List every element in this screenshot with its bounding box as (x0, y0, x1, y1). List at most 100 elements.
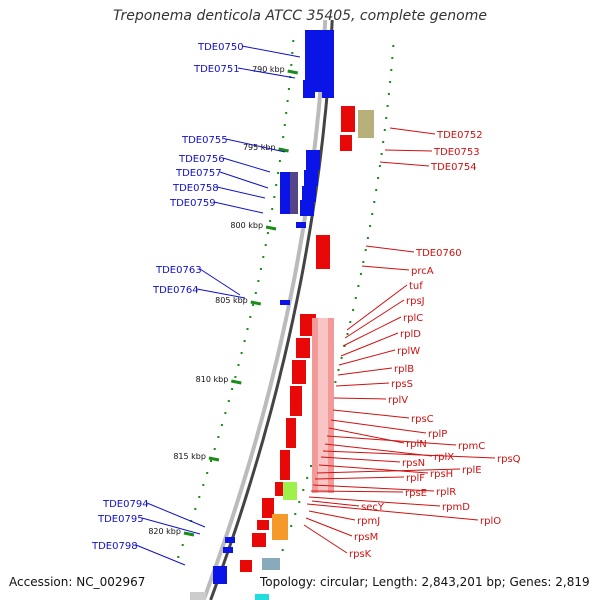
leader-line (135, 544, 186, 566)
backbone-shadow (201, 19, 328, 600)
inner-dot (217, 436, 220, 438)
leader-line (379, 161, 430, 167)
leader-line (312, 484, 435, 492)
inner-dot (283, 124, 286, 126)
blue-gene-label: TDE0756 (178, 154, 225, 165)
red-gene-label: rpsC (411, 414, 434, 425)
inner-dot (287, 88, 290, 90)
kbp-tick (278, 147, 289, 153)
leader-line (219, 171, 269, 189)
leader-line (346, 284, 408, 331)
inner-dot (282, 136, 285, 138)
label-leader-lines (135, 45, 496, 566)
inner-dot (273, 196, 276, 198)
leader-line (322, 450, 496, 459)
red-gene-label: prcA (411, 266, 434, 277)
blue-gene-label: TDE0795 (97, 514, 144, 525)
red-gene-label: rplX (434, 452, 454, 463)
kbp-label: 790 kbp (252, 65, 285, 74)
blue-gene-feature (305, 30, 321, 92)
pink-operon-inner (318, 318, 328, 493)
blue-gene-label: TDE0750 (197, 42, 244, 53)
blue-gene-feature (322, 80, 334, 98)
topology-label: Topology: circular; Length: 2,843,201 bp… (260, 575, 590, 589)
outer-dot (362, 261, 365, 263)
outer-dot (294, 513, 297, 515)
red-gene-label: rpmJ (357, 516, 380, 527)
inner-dot (177, 556, 180, 558)
green-gene-feature (283, 482, 297, 500)
outer-dot (369, 225, 372, 227)
inner-dot (252, 304, 255, 306)
red-gene-feature (290, 386, 302, 416)
purple-gene-feature (290, 172, 298, 214)
red-gene-label: TDE0753 (433, 147, 480, 158)
inner-dot (286, 100, 289, 102)
blue-gene-feature (303, 80, 315, 98)
kbp-tick (183, 531, 195, 537)
kbp-tick (287, 69, 299, 75)
leader-line (344, 299, 405, 339)
blue-gene-label: TDE0764 (152, 285, 199, 296)
inner-dot (290, 64, 293, 66)
outer-dot (378, 165, 381, 167)
red-gene-label: rpsH (430, 469, 453, 480)
outer-dot (371, 213, 374, 215)
outer-dot (357, 285, 360, 287)
red-gene-label: rplN (406, 439, 427, 450)
kbp-label: 820 kbp (148, 527, 181, 536)
red-gene-feature (341, 106, 355, 132)
leader-line (335, 382, 390, 387)
leader-line (225, 138, 286, 153)
leader-line (314, 476, 405, 480)
blue-gene-label: TDE0759 (169, 198, 216, 209)
red-gene-label: rplF (406, 473, 425, 484)
inner-dot (224, 412, 227, 414)
red-gene-label: rplD (400, 329, 421, 340)
inner-dot (246, 328, 249, 330)
kbp-tick (265, 225, 277, 231)
leader-line (365, 245, 415, 253)
red-gene-feature (316, 235, 330, 269)
leader-line (324, 443, 433, 457)
blue-gene-label: TDE0757 (175, 168, 222, 179)
inner-dot (262, 256, 265, 258)
red-gene-feature (240, 560, 252, 572)
red-gene-label: rplE (462, 465, 482, 476)
red-gene-label: rplW (397, 346, 420, 357)
blue-gene-feature (302, 186, 316, 202)
outer-dot (352, 309, 355, 311)
leader-line (306, 503, 479, 521)
red-gene-label: rpsS (391, 379, 413, 390)
outer-dot (386, 105, 389, 107)
kbp-label: 805 kbp (215, 296, 248, 305)
red-gene-feature (262, 498, 274, 518)
inner-dot (181, 544, 184, 546)
outer-dot (306, 477, 309, 479)
red-gene-label: rplR (436, 487, 456, 498)
outer-dot (337, 369, 340, 371)
outer-dot (391, 57, 394, 59)
red-gene-feature (292, 360, 306, 384)
red-gene-feature (257, 520, 269, 530)
outer-dot (382, 141, 385, 143)
leader-line (146, 502, 206, 528)
outer-dot (334, 381, 337, 383)
outer-dot (281, 549, 284, 551)
leader-line (316, 468, 461, 474)
inner-dot (254, 292, 257, 294)
outer-dot (373, 201, 376, 203)
red-gene-feature (280, 450, 290, 480)
inner-dot (237, 364, 240, 366)
outer-dot (385, 117, 388, 119)
inner-dot (278, 160, 281, 162)
orange-gene-feature (272, 514, 288, 540)
blue-gene-feature (213, 566, 227, 584)
kbp-label: 815 kbp (173, 452, 206, 461)
cyan-gene-feature (255, 594, 269, 600)
red-gene-label: TDE0754 (430, 162, 477, 173)
kbp-tick (208, 456, 220, 462)
leader-line (318, 464, 429, 474)
red-gene-label: rpsJ (406, 296, 425, 307)
